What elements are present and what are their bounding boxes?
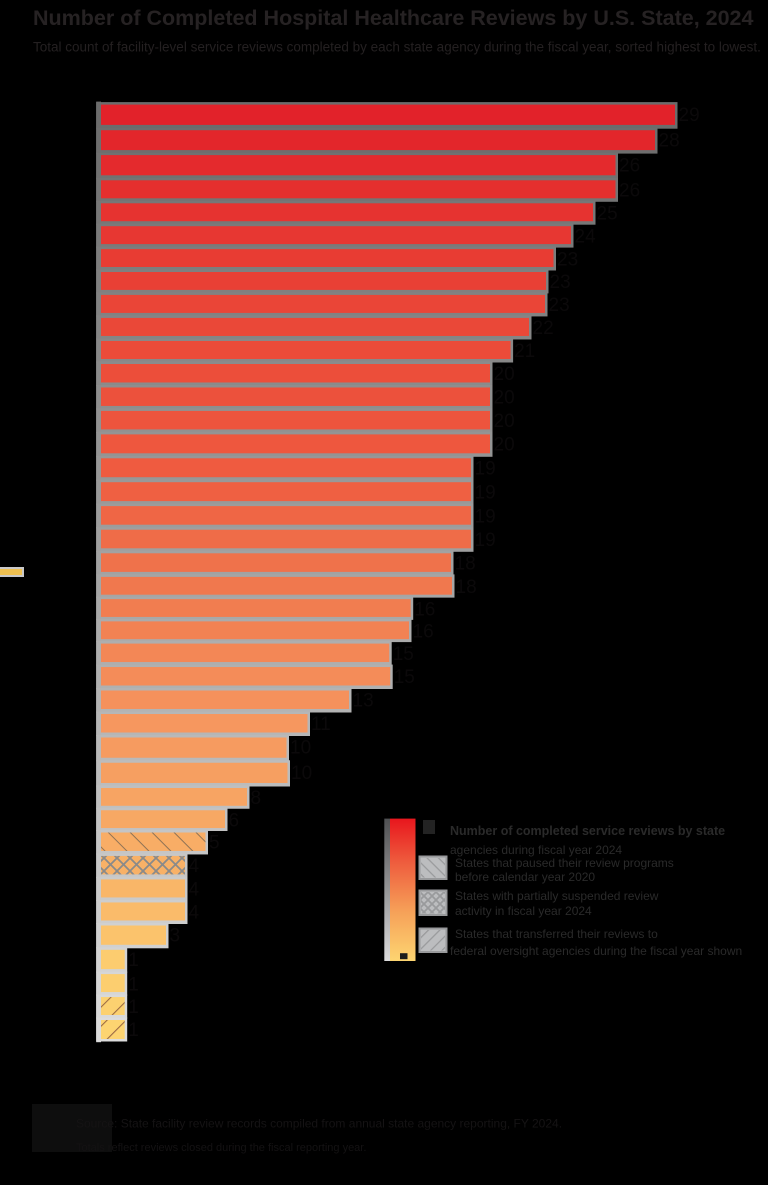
- svg-text:Colorado: Colorado: [43, 581, 94, 595]
- svg-text:Source: State facility review: Source: State facility review records co…: [76, 1117, 562, 1131]
- svg-text:15: 15: [394, 667, 415, 688]
- svg-text:States that transferred their: States that transferred their reviews to: [455, 927, 658, 941]
- svg-text:16: 16: [413, 622, 434, 643]
- svg-text:Indiana: Indiana: [52, 486, 93, 500]
- svg-text:Oklahoma: Oklahoma: [37, 741, 94, 755]
- svg-text:Florida: Florida: [55, 159, 93, 173]
- svg-text:Tennessee: Tennessee: [33, 438, 94, 452]
- svg-text:Virginia: Virginia: [52, 368, 94, 382]
- svg-text:Mississippi: Mississippi: [33, 883, 93, 897]
- svg-text:Kentucky: Kentucky: [42, 694, 94, 708]
- svg-text:Illinois: Illinois: [59, 253, 94, 267]
- svg-text:8: 8: [251, 788, 262, 809]
- svg-text:Missouri: Missouri: [47, 510, 94, 524]
- svg-text:6: 6: [229, 811, 240, 832]
- svg-text:Nevada: Nevada: [50, 836, 93, 850]
- svg-text:26: 26: [619, 155, 640, 176]
- svg-text:Georgia: Georgia: [49, 276, 94, 290]
- svg-text:10: 10: [291, 763, 312, 784]
- svg-text:1: 1: [128, 950, 139, 971]
- svg-text:Arkansas: Arkansas: [41, 860, 93, 874]
- svg-text:States with partially suspende: States with partially suspended review: [455, 889, 659, 903]
- svg-text:20: 20: [494, 388, 515, 409]
- svg-text:1: 1: [128, 997, 139, 1018]
- svg-text:Iowa: Iowa: [67, 814, 93, 828]
- svg-text:25: 25: [597, 204, 618, 225]
- svg-text:18: 18: [455, 554, 476, 575]
- svg-text:4: 4: [189, 856, 200, 877]
- svg-text:Washington: Washington: [28, 391, 94, 405]
- svg-text:28: 28: [659, 130, 680, 151]
- svg-text:19: 19: [475, 530, 496, 551]
- svg-text:Hawaii: Hawaii: [56, 1024, 94, 1038]
- svg-text:Louisiana: Louisiana: [40, 671, 94, 685]
- svg-text:Arizona: Arizona: [51, 415, 93, 429]
- svg-text:Pennsylvania: Pennsylvania: [19, 207, 93, 221]
- svg-text:20: 20: [494, 411, 515, 432]
- svg-text:Utah: Utah: [67, 792, 93, 806]
- svg-text:29: 29: [679, 105, 700, 126]
- svg-text:New Mexico: New Mexico: [25, 929, 93, 943]
- svg-text:New Jersey: New Jersey: [28, 345, 94, 359]
- svg-text:Minnesota: Minnesota: [36, 603, 94, 617]
- svg-text:activity in fiscal year 2024: activity in fiscal year 2024: [455, 904, 592, 918]
- svg-text:22: 22: [533, 318, 554, 339]
- svg-text:New York: New York: [41, 184, 95, 198]
- svg-text:1: 1: [128, 974, 139, 995]
- svg-text:26: 26: [619, 181, 640, 202]
- svg-text:Maryland: Maryland: [42, 533, 93, 547]
- svg-text:24: 24: [575, 226, 597, 247]
- svg-text:19: 19: [475, 459, 496, 480]
- svg-text:23: 23: [557, 249, 578, 270]
- svg-text:Michigan: Michigan: [43, 322, 93, 336]
- svg-text:Texas: Texas: [61, 108, 94, 122]
- svg-text:23: 23: [550, 272, 571, 293]
- svg-text:Alabama: Alabama: [44, 647, 93, 661]
- svg-text:Totals reflect reviews closed: Totals reflect reviews closed during the…: [76, 1142, 366, 1154]
- svg-text:States that paused their revie: States that paused their review programs: [455, 856, 674, 870]
- svg-text:19: 19: [475, 506, 496, 527]
- svg-text:23: 23: [549, 295, 570, 316]
- svg-text:California: California: [41, 134, 94, 148]
- svg-text:21: 21: [514, 341, 535, 362]
- svg-text:10: 10: [290, 738, 311, 759]
- svg-text:Total count of facility-level: Total count of facility-level service re…: [33, 40, 761, 55]
- svg-text:15: 15: [393, 644, 414, 665]
- svg-text:Kansas: Kansas: [52, 906, 94, 920]
- svg-text:Wisconsin: Wisconsin: [37, 557, 94, 571]
- svg-text:Nebraska: Nebraska: [40, 953, 94, 967]
- svg-text:Ohio: Ohio: [67, 230, 93, 244]
- svg-text:13: 13: [353, 691, 374, 712]
- svg-text:Connecticut: Connecticut: [27, 766, 94, 780]
- svg-text:Number of completed service re: Number of completed service reviews by s…: [450, 824, 725, 838]
- svg-text:3: 3: [170, 926, 181, 947]
- svg-text:North Carolina: North Carolina: [13, 299, 94, 313]
- svg-text:4: 4: [189, 903, 200, 924]
- svg-text:5: 5: [209, 833, 220, 854]
- svg-text:20: 20: [494, 364, 515, 385]
- svg-text:South Carolina: South Carolina: [11, 625, 94, 639]
- svg-text:before calendar year 2020: before calendar year 2020: [455, 870, 595, 884]
- svg-text:Idaho: Idaho: [62, 978, 93, 992]
- svg-text:1: 1: [128, 1020, 139, 1041]
- svg-text:federal oversight agencies dur: federal oversight agencies during the fi…: [450, 944, 742, 958]
- svg-text:Massachusetts: Massachusetts: [10, 462, 93, 476]
- svg-text:agencies during fiscal year 20: agencies during fiscal year 2024: [450, 843, 622, 857]
- svg-text:16: 16: [414, 599, 435, 620]
- svg-text:18: 18: [456, 577, 477, 598]
- svg-text:West Virginia: West Virginia: [20, 1001, 93, 1015]
- svg-text:11: 11: [311, 714, 331, 735]
- svg-text:4: 4: [189, 880, 200, 901]
- svg-text:19: 19: [475, 482, 496, 503]
- svg-text:Number of Completed Hospital H: Number of Completed Hospital Healthcare …: [33, 6, 754, 30]
- svg-text:20: 20: [494, 435, 515, 456]
- svg-text:Oregon: Oregon: [52, 718, 94, 732]
